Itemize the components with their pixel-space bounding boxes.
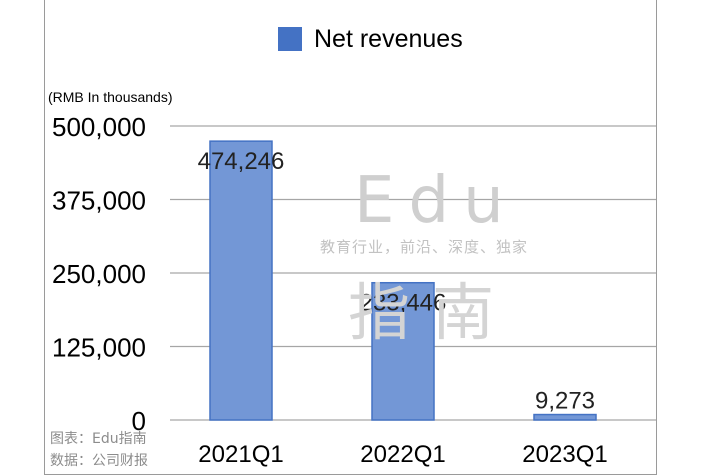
y-tick-label: 125,000 [52,333,146,363]
data-label: 474,246 [198,148,285,175]
legend-swatch [278,27,302,51]
bar [209,140,273,421]
legend-label: Net revenues [314,24,463,53]
y-tick-label: 500,000 [52,112,146,142]
chart-frame [44,0,657,475]
data-label: 233,446 [360,290,447,317]
data-credit: 数据：公司财报 [50,453,148,469]
x-tick-label: 2021Q1 [198,441,283,468]
bar [533,413,597,421]
data-label: 9,273 [535,388,595,415]
y-tick-label: 250,000 [52,259,146,289]
x-tick-label: 2023Q1 [522,441,607,468]
y-tick-label: 375,000 [52,186,146,216]
legend: Net revenues [278,22,463,56]
bar [371,281,435,421]
chart-credit: 图表：Edu指南 [50,431,147,447]
y-axis-unit-label: (RMB In thousands) [48,89,173,105]
x-tick-label: 2022Q1 [360,441,445,468]
y-tick-label: 0 [132,406,146,436]
